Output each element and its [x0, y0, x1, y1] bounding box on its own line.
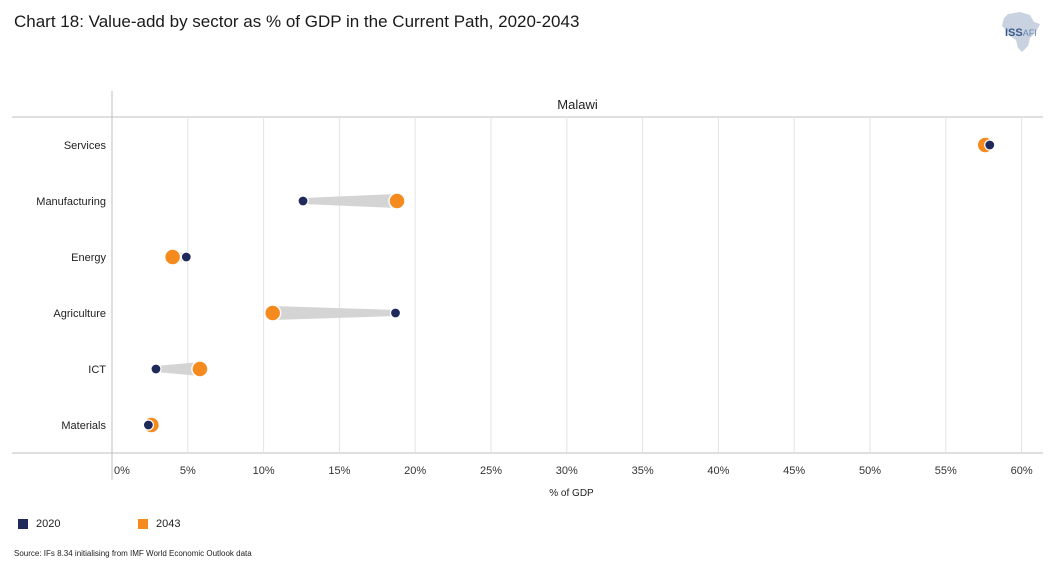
x-tick-label: 40% — [707, 465, 729, 477]
point-2020 — [180, 251, 192, 263]
legend: 2020 2043 — [0, 518, 400, 538]
x-tick-label: 5% — [180, 465, 196, 477]
x-axis-label: % of GDP — [549, 488, 594, 499]
point-2020 — [984, 139, 996, 151]
legend-label-2020: 2020 — [36, 518, 61, 530]
category-label: Agriculture — [53, 308, 106, 320]
point-2043 — [388, 192, 406, 210]
point-2020 — [150, 363, 162, 375]
source-note: Source: IFs 8.34 initialising from IMF W… — [14, 549, 252, 558]
logo-name: ISS — [1005, 27, 1023, 39]
point-2020 — [389, 307, 402, 319]
x-tick-label: 45% — [783, 465, 805, 477]
legend-swatch-2043 — [138, 519, 148, 529]
category-label: Manufacturing — [36, 196, 106, 208]
legend-label-2043: 2043 — [156, 518, 181, 530]
point-2020 — [142, 419, 154, 431]
connector-bar — [155, 362, 200, 376]
connector-bar — [272, 306, 396, 320]
logo-text: ISSAFI — [1005, 27, 1037, 39]
logo-suffix: AFI — [1022, 28, 1037, 38]
x-tick-label: 25% — [480, 465, 502, 477]
category-label: Energy — [71, 252, 106, 264]
category-label: ICT — [88, 364, 106, 376]
point-2043 — [163, 248, 182, 266]
x-tick-label: 20% — [404, 465, 426, 477]
category-label: Materials — [61, 420, 106, 432]
x-tick-label: 55% — [935, 465, 957, 477]
legend-item-2020: 2020 — [18, 518, 60, 530]
point-2043 — [263, 304, 282, 322]
legend-swatch-2020 — [18, 519, 28, 529]
x-tick-label: 60% — [1011, 465, 1033, 477]
x-tick-label: 30% — [556, 465, 578, 477]
x-tick-label: 15% — [328, 465, 350, 477]
category-label: Services — [64, 140, 107, 152]
legend-item-2043: 2043 — [138, 518, 180, 530]
x-tick-label: 50% — [859, 465, 881, 477]
connector-bar — [303, 194, 398, 208]
africa-map-icon — [1002, 12, 1040, 52]
point-2043 — [191, 360, 209, 378]
chart-title: Chart 18: Value-add by sector as % of GD… — [14, 12, 580, 31]
x-tick-label: 0% — [114, 465, 130, 477]
x-tick-label: 35% — [632, 465, 654, 477]
point-2020 — [297, 195, 309, 207]
x-tick-label: 10% — [253, 465, 275, 477]
panel-title: Malawi — [557, 97, 598, 112]
